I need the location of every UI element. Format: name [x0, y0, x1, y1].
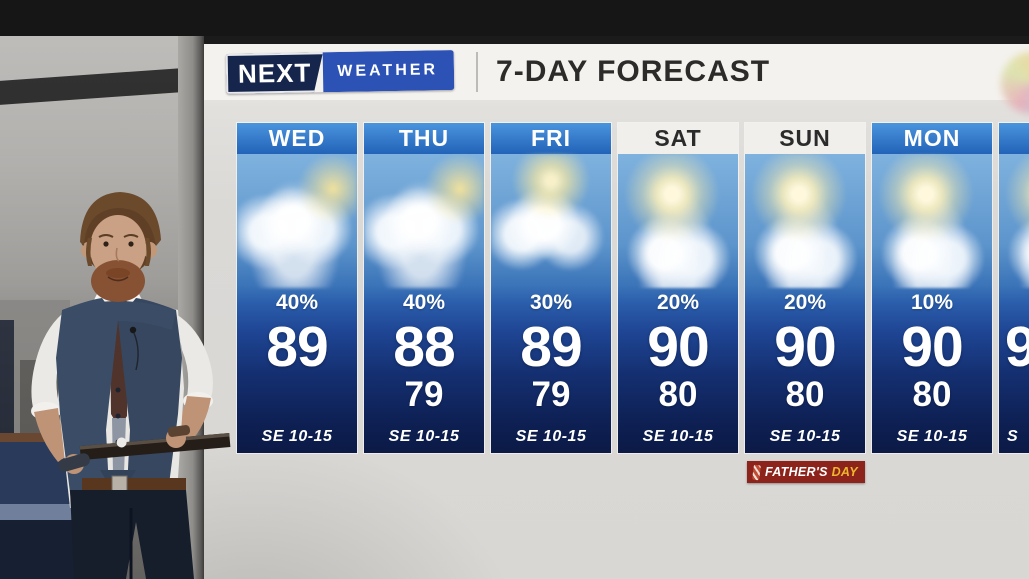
partly-cloudy-icon [491, 154, 611, 288]
wind-forecast: SE 10-15 [769, 428, 841, 445]
low-temp [237, 376, 357, 416]
mostly-cloudy-icon [237, 154, 357, 288]
wind-forecast: SE 10-15 [896, 428, 968, 445]
low-temp: 80 [912, 375, 952, 414]
banner-text-secondary: DAY [831, 465, 858, 479]
day-label [999, 123, 1029, 154]
wind-forecast: SE 10-15 [642, 428, 714, 445]
window-frame [0, 320, 14, 450]
forecast-column-thu: THU 40% 88 79 SE 10-15 [364, 123, 484, 453]
wind-forecast: S [1007, 428, 1019, 445]
precip-chance: 40% [402, 291, 446, 314]
mostly-sunny-icon [999, 154, 1029, 288]
brand-weather-label: WEATHER [322, 50, 455, 93]
day-label: THU [364, 123, 484, 154]
striped-tie-icon [752, 464, 761, 480]
low-temp: 79 [404, 375, 444, 414]
screen-header: NEXT WEATHER 7-DAY FORECAST [204, 44, 1029, 100]
forecast-columns: WED 40% 89 SE 10-15 THU 40% 88 79 SE 10-… [237, 123, 1029, 453]
wind-forecast: SE 10-15 [388, 428, 460, 445]
high-temp: 90 [647, 315, 709, 379]
precip-chance: 30% [529, 291, 573, 314]
weather-presenter [31, 192, 231, 579]
forecast-column-fri: FRI 30% 89 79 SE 10-15 [491, 123, 611, 453]
low-temp [999, 376, 1029, 416]
page-title: 7-DAY FORECAST [496, 55, 771, 88]
high-temp: 90 [901, 315, 963, 379]
forecast-column-partial: 9 S [999, 123, 1029, 453]
day-label: FRI [491, 123, 611, 154]
precip-chance [999, 288, 1029, 318]
day-label: MON [872, 123, 992, 154]
brand-next-label: NEXT [226, 52, 324, 94]
wind-forecast: SE 10-15 [261, 428, 333, 445]
high-temp: 89 [520, 315, 582, 379]
forecast-column-sun: SUN 20% 90 80 SE 10-15 [745, 123, 865, 453]
mostly-sunny-icon [872, 154, 992, 288]
precip-chance: 40% [275, 291, 319, 314]
screen-top-bezel [204, 36, 1029, 45]
day-label: SUN [745, 123, 865, 154]
low-temp: 79 [531, 375, 571, 414]
precip-chance: 10% [910, 291, 954, 314]
next-weather-logo: NEXT WEATHER [226, 50, 455, 94]
fathers-day-banner: FATHER'S DAY [747, 461, 865, 483]
wind-forecast: SE 10-15 [515, 428, 587, 445]
high-temp: 9 [1005, 315, 1029, 379]
forecast-column-mon: MON 10% 90 80 SE 10-15 [872, 123, 992, 453]
mostly-sunny-icon [745, 154, 865, 288]
day-label: SAT [618, 123, 738, 154]
forecast-column-sat: SAT 20% 90 80 SE 10-15 [618, 123, 738, 453]
high-temp: 90 [774, 315, 836, 379]
mostly-sunny-icon [618, 154, 738, 288]
low-temp: 80 [785, 375, 825, 414]
mostly-cloudy-icon [364, 154, 484, 288]
high-temp: 88 [393, 315, 455, 379]
banner-text-primary: FATHER'S [765, 465, 828, 479]
day-label: WED [237, 123, 357, 154]
header-divider [476, 52, 479, 92]
precip-chance: 20% [656, 291, 700, 314]
studio-ceiling-band [0, 0, 1029, 36]
low-temp: 80 [658, 375, 698, 414]
precip-chance: 20% [783, 291, 827, 314]
high-temp: 89 [266, 315, 328, 379]
forecast-column-wed: WED 40% 89 SE 10-15 [237, 123, 357, 453]
